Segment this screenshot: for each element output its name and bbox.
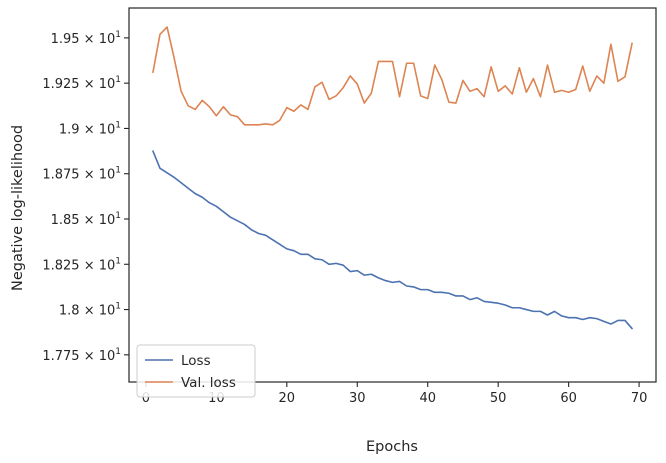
legend-label-0: Loss bbox=[181, 353, 211, 369]
x-tick-label: 0 bbox=[142, 391, 150, 406]
legend-label-1: Val. loss bbox=[181, 375, 236, 391]
x-tick-label: 60 bbox=[560, 391, 577, 406]
legend-box bbox=[136, 344, 256, 398]
y-tick-label: 1.875 × 101 bbox=[42, 166, 121, 183]
y-tick-label: 1.95 × 101 bbox=[51, 30, 121, 47]
y-tick-label: 1.9 × 101 bbox=[59, 120, 121, 137]
x-tick-label: 70 bbox=[631, 391, 648, 406]
plot-background bbox=[129, 8, 656, 382]
series-layer bbox=[152, 26, 633, 330]
series-line-0 bbox=[152, 150, 633, 330]
series-line-1 bbox=[152, 26, 633, 126]
y-axis-label: Negative log-likelihood bbox=[10, 125, 26, 291]
x-tick-label: 50 bbox=[490, 391, 507, 406]
x-tick-label: 30 bbox=[349, 391, 366, 406]
y-axis: 1.775 × 101 1.8 × 101 1.825 × 101 1.85 × 10… bbox=[42, 30, 129, 364]
x-axis: 0 10 20 30 40 50 60 70 bbox=[142, 382, 648, 406]
plot-area bbox=[129, 8, 656, 382]
plot-frame bbox=[128, 7, 657, 383]
x-tick-label: 20 bbox=[279, 391, 296, 406]
x-tick-label: 40 bbox=[419, 391, 436, 406]
y-tick-label: 1.925 × 101 bbox=[42, 75, 121, 92]
axes-frame bbox=[128, 7, 657, 383]
y-tick-label: 1.85 × 101 bbox=[51, 211, 121, 228]
y-tick-label: 1.775 × 101 bbox=[42, 347, 121, 364]
y-tick-label: 1.825 × 101 bbox=[42, 256, 121, 273]
legend: Loss Val. loss bbox=[136, 344, 256, 398]
y-tick-label: 1.8 × 101 bbox=[59, 302, 121, 319]
x-axis-label: Epochs bbox=[366, 439, 418, 455]
